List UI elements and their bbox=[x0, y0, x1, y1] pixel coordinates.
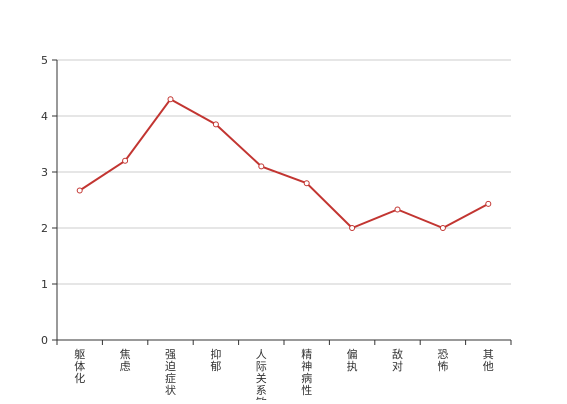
x-tick-label: 精神病性 bbox=[301, 348, 312, 397]
series-line bbox=[79, 98, 489, 229]
y-tick-labels: 0 1 2 3 4 5 bbox=[41, 54, 48, 347]
data-point[interactable] bbox=[76, 187, 83, 194]
x-tick-label: 躯体化 bbox=[74, 348, 85, 385]
x-tick-label: 敌对 bbox=[392, 347, 403, 373]
series-layer bbox=[76, 96, 492, 231]
data-point[interactable] bbox=[167, 96, 174, 103]
x-tick-labels: 躯体化 焦虑 强迫症状 抑郁 人际关系敏感 精神病性 偏执 敌对 恐怖 其他 bbox=[74, 347, 494, 404]
x-tick-label: 抑郁 bbox=[210, 347, 221, 373]
x-tick-label: 人际关系敏感 bbox=[256, 348, 267, 400]
y-tick-label: 3 bbox=[41, 166, 48, 179]
data-point[interactable] bbox=[212, 121, 219, 128]
y-tick-label: 4 bbox=[41, 110, 48, 123]
data-point[interactable] bbox=[394, 206, 401, 213]
x-tick-label: 偏执 bbox=[347, 347, 358, 373]
data-point[interactable] bbox=[439, 225, 446, 231]
x-tick-label: 恐怖 bbox=[437, 348, 448, 373]
y-tick-label: 0 bbox=[41, 334, 48, 347]
data-point[interactable] bbox=[349, 225, 356, 231]
data-point[interactable] bbox=[122, 157, 129, 164]
y-tick-label: 1 bbox=[41, 278, 48, 291]
data-point[interactable] bbox=[258, 163, 265, 170]
y-tick-label: 5 bbox=[41, 54, 48, 67]
axes bbox=[52, 59, 512, 345]
x-tick-label: 强迫症状 bbox=[165, 348, 176, 397]
x-tick-label: 焦虑 bbox=[120, 348, 131, 373]
data-point[interactable] bbox=[485, 200, 492, 207]
data-point[interactable] bbox=[303, 180, 310, 187]
grid-lines bbox=[57, 59, 511, 285]
y-tick-label: 2 bbox=[41, 222, 48, 235]
x-tick-label: 其他 bbox=[483, 348, 494, 373]
